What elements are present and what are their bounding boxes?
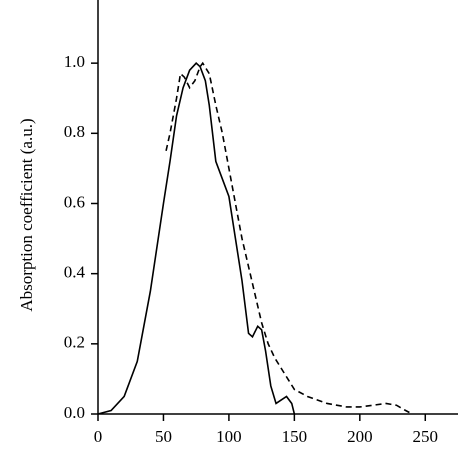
y-tick-label: 0.2 [64,333,85,352]
x-tick-label: 150 [282,427,308,446]
x-tick-label: 0 [94,427,103,446]
x-tick-label: 200 [347,427,373,446]
y-axis-label: Absorption coefficient (a.u.) [17,118,36,311]
line [97,62,296,415]
line [165,61,413,415]
x-tick-label: 50 [155,427,172,446]
x-tick-label: 250 [413,427,439,446]
y-tick-label: 0.0 [64,403,85,422]
y-tick-label: 0.4 [64,263,86,282]
y-tick-label: 1.0 [64,52,85,71]
x-tick-label: 100 [216,427,242,446]
y-tick-label: 0.8 [64,122,85,141]
y-tick-label: 0.6 [64,192,85,211]
